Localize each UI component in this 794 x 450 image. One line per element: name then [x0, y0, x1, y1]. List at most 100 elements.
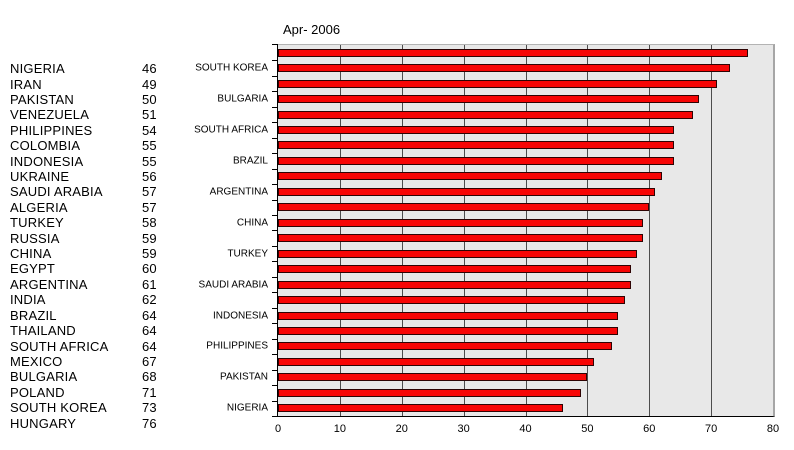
- y-axis-tick: [272, 292, 278, 294]
- y-axis-tick: [272, 354, 278, 356]
- y-axis-label: BRAZIL: [232, 155, 268, 167]
- y-axis-tick: [272, 215, 278, 217]
- list-row: VENEZUELA 51: [10, 107, 190, 122]
- list-row: THAILAND 64: [10, 323, 190, 338]
- country-value: 50: [142, 92, 157, 108]
- country-name: CHINA: [10, 246, 52, 262]
- list-row: SOUTH KOREA 73: [10, 400, 190, 415]
- country-name: MEXICO: [10, 353, 63, 369]
- bar: [278, 311, 619, 320]
- list-row: COLOMBIA 55: [10, 138, 190, 153]
- country-value: 51: [142, 107, 157, 123]
- y-axis-tick: [272, 307, 278, 309]
- bar: [278, 64, 730, 73]
- y-axis-tick: [272, 91, 278, 93]
- bar-row: [272, 107, 773, 124]
- bar-row: [272, 354, 773, 371]
- country-value: 71: [142, 384, 157, 400]
- x-axis-label: 10: [333, 423, 346, 435]
- country-name: ARGENTINA: [10, 276, 88, 292]
- y-axis-tick: [272, 153, 278, 155]
- grid-line: [525, 45, 527, 416]
- x-axis-label: 50: [581, 423, 594, 435]
- y-axis-tick: [272, 385, 278, 387]
- country-name: TURKEY: [10, 215, 64, 231]
- country-value: 73: [142, 400, 157, 416]
- country-value: 55: [142, 153, 157, 169]
- y-axis-tick: [272, 400, 278, 402]
- list-row: SAUDI ARABIA 57: [10, 184, 190, 199]
- y-axis-tick: [272, 75, 278, 77]
- country-value: 54: [142, 122, 157, 138]
- grid-line: [463, 45, 465, 416]
- country-value: 67: [142, 353, 157, 369]
- bar: [278, 141, 674, 150]
- y-axis-tick: [272, 44, 278, 45]
- country-name: BULGARIA: [10, 369, 78, 385]
- y-axis-tick: [272, 245, 278, 247]
- x-axis-label: 30: [457, 423, 470, 435]
- y-axis-tick: [272, 230, 278, 232]
- bar-row: [272, 292, 773, 309]
- bar: [278, 373, 588, 382]
- x-axis-label: 60: [643, 423, 656, 435]
- grid-line: [649, 45, 651, 416]
- bar-row: [272, 231, 773, 247]
- grid-line: [339, 45, 341, 416]
- bar-row: [272, 44, 773, 62]
- bar-row: [272, 138, 773, 155]
- y-axis-tick: [272, 199, 278, 201]
- country-name: INDIA: [10, 292, 46, 308]
- list-row: RUSSIA 59: [10, 230, 190, 246]
- country-name: COLOMBIA: [10, 138, 81, 154]
- y-axis-label: BULGARIA: [217, 93, 268, 105]
- y-axis-label: INDONESIA: [212, 310, 268, 321]
- y-axis-tick: [272, 415, 278, 417]
- country-name: VENEZUELA: [10, 107, 90, 123]
- x-axis: 0 10 20 30 40 50 60 70 80: [275, 418, 779, 440]
- y-axis-tick: [272, 261, 278, 263]
- list-row: ARGENTINA 61: [10, 277, 190, 292]
- bar: [278, 187, 656, 196]
- bar: [278, 126, 674, 134]
- bar-row: [272, 169, 773, 186]
- bar: [278, 404, 563, 413]
- country-value: 62: [142, 292, 157, 308]
- country-value: 60: [142, 261, 157, 277]
- grid-line: [587, 45, 589, 416]
- country-value: 64: [142, 307, 157, 323]
- bar: [278, 357, 594, 366]
- y-axis-label: NIGERIA: [226, 402, 268, 414]
- bar-row: [272, 385, 773, 402]
- country-name: HUNGARY: [10, 415, 77, 431]
- country-value: 59: [142, 246, 157, 262]
- y-axis-tick: [272, 122, 278, 124]
- bar: [278, 172, 662, 181]
- country-name: NIGERIA: [10, 61, 65, 77]
- bar: [278, 110, 693, 119]
- country-value: 64: [142, 323, 157, 339]
- list-row: PAKISTAN 50: [10, 92, 190, 107]
- x-axis-label: 80: [766, 423, 780, 435]
- country-value: 61: [142, 276, 157, 292]
- bar-row: BRAZIL: [233, 153, 773, 170]
- bar-row: SOUTH AFRICA: [194, 122, 773, 139]
- grid-line: [711, 45, 713, 416]
- list-row: INDIA 62: [10, 292, 190, 307]
- grid-line: [401, 45, 403, 416]
- y-axis-tick: [272, 184, 278, 186]
- list-row: TURKEY 58: [10, 215, 190, 230]
- bar: [278, 234, 644, 243]
- bar-row: SOUTH KOREA: [195, 60, 773, 77]
- y-axis-tick: [272, 323, 278, 325]
- y-axis-tick: [272, 106, 278, 108]
- list-row: NIGERIA 46: [10, 61, 190, 76]
- bar: [278, 296, 625, 305]
- country-name: UKRAINE: [10, 169, 70, 185]
- bar: [278, 265, 631, 274]
- bar-row: PAKISTAN: [220, 370, 773, 387]
- country-value: 56: [142, 169, 157, 185]
- bar-row: CHINA: [237, 215, 773, 232]
- country-value: 59: [142, 230, 157, 246]
- country-value: 58: [142, 215, 157, 231]
